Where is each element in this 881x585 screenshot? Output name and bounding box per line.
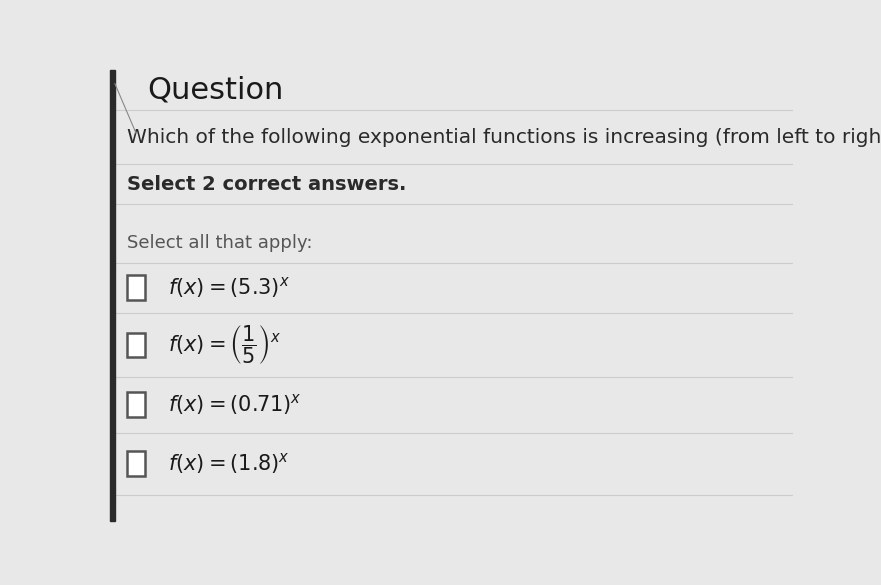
Bar	[110, 70, 115, 521]
Text: Select all that apply:: Select all that apply:	[127, 234, 313, 252]
Text: Select 2 correct answers.: Select 2 correct answers.	[127, 175, 406, 194]
Text: $f(x) = (0.71)^x$: $f(x) = (0.71)^x$	[168, 393, 302, 417]
Bar	[127, 393, 145, 417]
Bar	[127, 276, 145, 300]
Text: $f(x) = (5.3)^x$: $f(x) = (5.3)^x$	[168, 276, 290, 300]
Text: Which of the following exponential functions is increasing (from left to right)?: Which of the following exponential funct…	[127, 128, 881, 147]
Text: $f(x) = \left(\dfrac{1}{5}\right)^x$: $f(x) = \left(\dfrac{1}{5}\right)^x$	[168, 324, 281, 366]
Text: Question: Question	[148, 76, 284, 105]
Bar	[127, 333, 145, 357]
Text: $f(x) = (1.8)^x$: $f(x) = (1.8)^x$	[168, 451, 290, 476]
Bar	[127, 451, 145, 476]
